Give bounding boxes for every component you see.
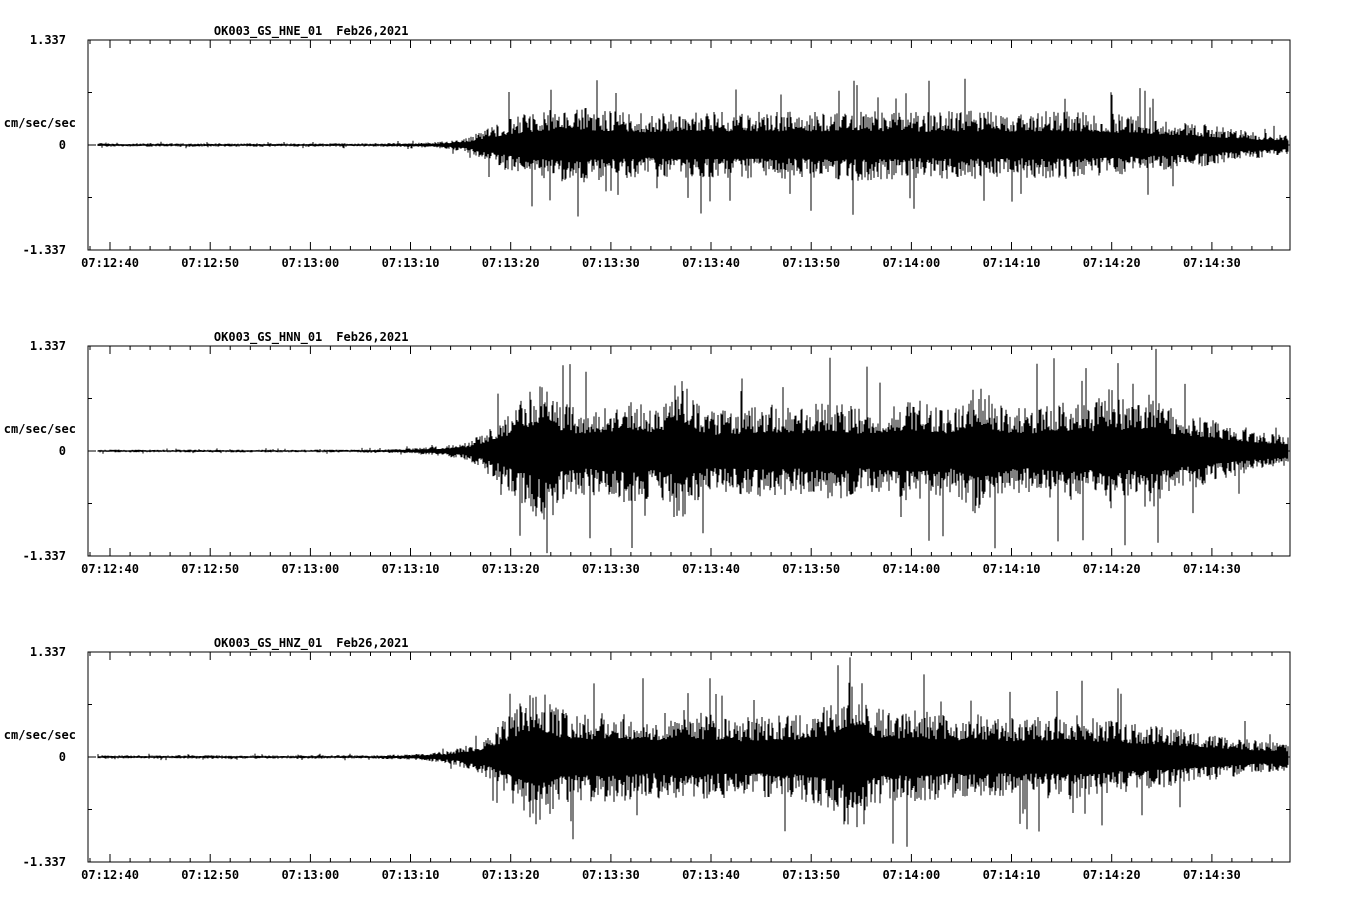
time-tick-label: 07:13:30 bbox=[581, 562, 640, 576]
y-axis-units-label: cm/sec/sec bbox=[3, 422, 76, 436]
station-channel-label: OK003_GS_HNE_01 bbox=[213, 24, 323, 38]
time-tick-label: 07:14:00 bbox=[882, 868, 941, 882]
y-max-label: 1.337 bbox=[29, 645, 66, 659]
y-min-label: -1.337 bbox=[22, 855, 66, 869]
time-tick-label: 07:13:50 bbox=[782, 868, 841, 882]
time-tick-label: 07:13:30 bbox=[581, 256, 640, 270]
time-tick-label: 07:14:30 bbox=[1182, 256, 1241, 270]
y-zero-label: 0 bbox=[58, 444, 66, 458]
y-zero-label: 0 bbox=[58, 750, 66, 764]
y-max-label: 1.337 bbox=[29, 339, 66, 353]
time-tick-label: 07:14:20 bbox=[1082, 868, 1141, 882]
time-axis-labels: 07:12:40 07:12:50 07:13:00 07:13:10 07:13:20… bbox=[0, 616, 1358, 922]
time-tick-label: 07:14:00 bbox=[882, 256, 941, 270]
seismogram-panel-hne: OK003_GS_HNE_01 Feb26,2021 1.337 cm/sec/s… bbox=[0, 4, 1358, 310]
time-tick-label: 07:14:20 bbox=[1082, 562, 1141, 576]
time-tick-label: 07:13:10 bbox=[381, 868, 440, 882]
y-axis-units-label: cm/sec/sec bbox=[3, 116, 76, 130]
time-tick-label: 07:12:50 bbox=[181, 562, 240, 576]
time-tick-label: 07:14:10 bbox=[982, 868, 1041, 882]
time-tick-label: 07:14:00 bbox=[882, 562, 941, 576]
trace-title: OK003_GS_HNN_01 Feb26,2021 bbox=[185, 316, 409, 358]
time-tick-label: 07:13:00 bbox=[281, 868, 340, 882]
time-tick-label: 07:12:40 bbox=[81, 868, 139, 882]
time-tick-label: 07:13:10 bbox=[381, 562, 440, 576]
y-min-label: -1.337 bbox=[22, 243, 66, 257]
date-label: Feb26,2021 bbox=[336, 330, 409, 344]
time-tick-label: 07:14:20 bbox=[1082, 256, 1141, 270]
time-tick-label: 07:13:40 bbox=[682, 868, 740, 882]
station-channel-label: OK003_GS_HNN_01 bbox=[213, 330, 323, 344]
y-max-label: 1.337 bbox=[29, 33, 66, 47]
time-tick-label: 07:13:40 bbox=[682, 256, 740, 270]
time-tick-label: 07:12:40 bbox=[81, 562, 139, 576]
time-tick-label: 07:13:50 bbox=[782, 256, 841, 270]
waveform-plot-hnn bbox=[87, 345, 1291, 557]
date-label: Feb26,2021 bbox=[336, 24, 409, 38]
time-tick-label: 07:13:50 bbox=[782, 562, 841, 576]
time-tick-label: 07:12:50 bbox=[181, 256, 240, 270]
time-tick-label: 07:13:20 bbox=[481, 256, 540, 270]
time-tick-label: 07:13:40 bbox=[682, 562, 740, 576]
time-axis-labels: 07:12:40 07:12:50 07:13:00 07:13:10 07:13:20… bbox=[0, 310, 1358, 616]
seismogram-panel-hnn: OK003_GS_HNN_01 Feb26,2021 1.337 cm/sec/s… bbox=[0, 310, 1358, 616]
waveform-plot-hnz bbox=[87, 651, 1291, 863]
date-label: Feb26,2021 bbox=[336, 636, 409, 650]
time-tick-label: 07:14:10 bbox=[982, 256, 1041, 270]
y-min-label: -1.337 bbox=[22, 549, 66, 563]
waveform-plot-hne bbox=[87, 39, 1291, 251]
time-tick-label: 07:13:20 bbox=[481, 868, 540, 882]
time-tick-label: 07:13:30 bbox=[581, 868, 640, 882]
time-tick-label: 07:12:50 bbox=[181, 868, 240, 882]
trace-title: OK003_GS_HNE_01 Feb26,2021 bbox=[185, 10, 409, 52]
station-channel-label: OK003_GS_HNZ_01 bbox=[213, 636, 323, 650]
time-tick-label: 07:14:30 bbox=[1182, 868, 1241, 882]
seismogram-panel-hnz: OK003_GS_HNZ_01 Feb26,2021 1.337 cm/sec/s… bbox=[0, 616, 1358, 922]
y-axis-units-label: cm/sec/sec bbox=[3, 728, 76, 742]
time-tick-label: 07:13:00 bbox=[281, 256, 340, 270]
time-axis-labels: 07:12:40 07:12:50 07:13:00 07:13:10 07:13:20… bbox=[0, 4, 1358, 310]
y-zero-label: 0 bbox=[58, 138, 66, 152]
time-tick-label: 07:14:30 bbox=[1182, 562, 1241, 576]
time-tick-label: 07:13:00 bbox=[281, 562, 340, 576]
time-tick-label: 07:13:10 bbox=[381, 256, 440, 270]
time-tick-label: 07:12:40 bbox=[81, 256, 139, 270]
time-tick-label: 07:14:10 bbox=[982, 562, 1041, 576]
trace-title: OK003_GS_HNZ_01 Feb26,2021 bbox=[185, 622, 409, 664]
time-tick-label: 07:13:20 bbox=[481, 562, 540, 576]
